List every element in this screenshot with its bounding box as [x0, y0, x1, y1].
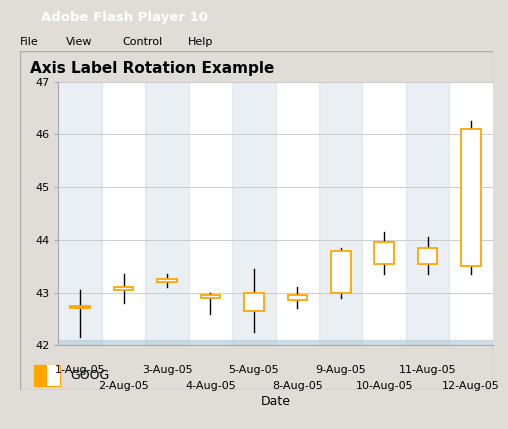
- Bar: [58, 340, 493, 345]
- Text: 2-Aug-05: 2-Aug-05: [98, 381, 149, 391]
- Bar: [275, 82, 319, 345]
- Text: GOOG: GOOG: [70, 369, 109, 382]
- Text: File: File: [20, 37, 39, 48]
- Text: 9-Aug-05: 9-Aug-05: [315, 365, 366, 375]
- Bar: [114, 287, 133, 290]
- Bar: [319, 82, 362, 345]
- Bar: [102, 82, 145, 345]
- Text: 10-Aug-05: 10-Aug-05: [356, 381, 413, 391]
- Text: Control: Control: [122, 37, 162, 48]
- Bar: [201, 295, 220, 298]
- Bar: [288, 295, 307, 300]
- Text: 11-Aug-05: 11-Aug-05: [399, 365, 456, 375]
- Bar: [145, 82, 189, 345]
- Text: 4-Aug-05: 4-Aug-05: [185, 381, 236, 391]
- Bar: [449, 82, 493, 345]
- Text: 5-Aug-05: 5-Aug-05: [229, 365, 279, 375]
- Bar: [35, 365, 60, 386]
- Text: View: View: [66, 37, 92, 48]
- Bar: [188, 82, 232, 345]
- Bar: [374, 242, 394, 263]
- Text: 8-Aug-05: 8-Aug-05: [272, 381, 323, 391]
- Text: 1-Aug-05: 1-Aug-05: [55, 365, 106, 375]
- Text: Help: Help: [188, 37, 213, 48]
- Text: Date: Date: [261, 396, 291, 408]
- Bar: [71, 306, 90, 308]
- Bar: [58, 82, 102, 345]
- Bar: [331, 251, 351, 293]
- Text: Axis Label Rotation Example: Axis Label Rotation Example: [30, 61, 274, 76]
- Bar: [47, 365, 60, 386]
- Text: 3-Aug-05: 3-Aug-05: [142, 365, 193, 375]
- Bar: [406, 82, 450, 345]
- Bar: [157, 279, 177, 282]
- Bar: [232, 82, 276, 345]
- Bar: [418, 248, 437, 263]
- Bar: [362, 82, 406, 345]
- Text: Adobe Flash Player 10: Adobe Flash Player 10: [41, 11, 208, 24]
- Bar: [461, 129, 481, 266]
- Text: 12-Aug-05: 12-Aug-05: [442, 381, 500, 391]
- Bar: [244, 293, 264, 311]
